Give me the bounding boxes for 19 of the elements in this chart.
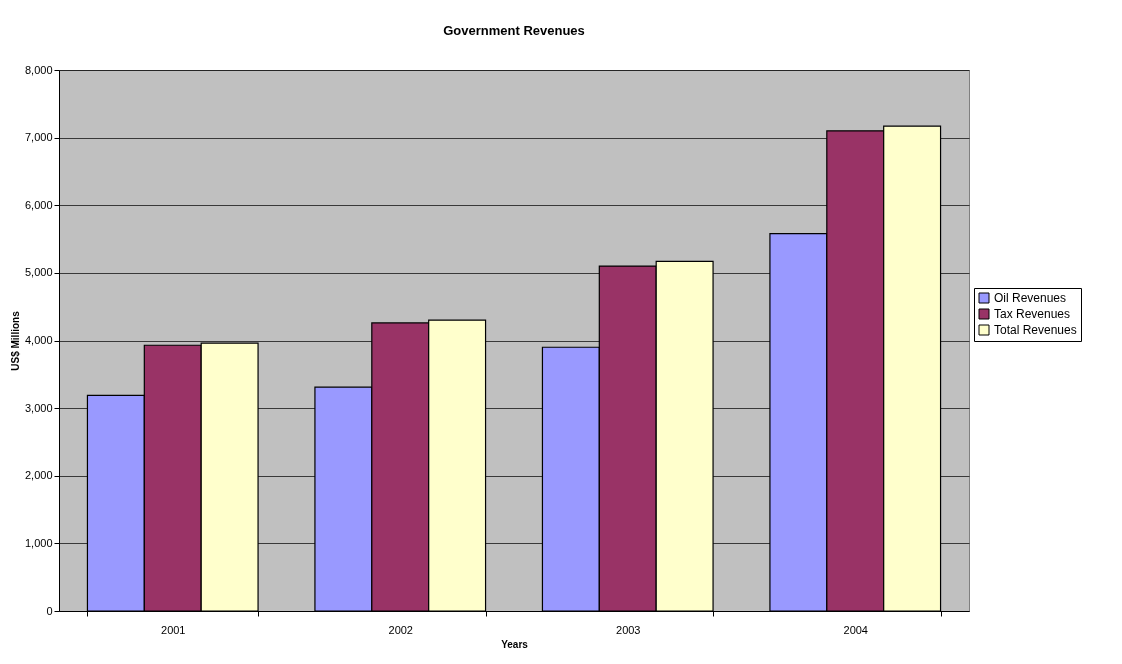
y-tick-label: 0: [46, 604, 53, 617]
y-tick-label: 7,000: [24, 131, 53, 144]
x-tick-label: 2002: [388, 623, 413, 636]
x-tick-label: 2001: [161, 623, 186, 636]
x-tick-label: 2003: [616, 623, 641, 636]
legend-label: Total Revenues: [994, 323, 1077, 337]
legend-label: Tax Revenues: [994, 307, 1071, 321]
x-tick-label: 2004: [843, 623, 868, 636]
y-tick-label: 1,000: [24, 536, 53, 549]
y-tick-label: 6,000: [24, 198, 53, 211]
y-tick-label: 8,000: [24, 63, 53, 76]
chart-title: Government Revenues: [443, 23, 585, 38]
y-tick-label: 4,000: [24, 334, 53, 346]
x-axis-title: Years: [501, 638, 529, 650]
legend-label: Oil Revenues: [994, 291, 1067, 305]
y-axis-title: US$ Millions: [9, 310, 21, 371]
y-tick-label: 2,000: [24, 469, 53, 482]
y-tick-label: 3,000: [24, 401, 53, 414]
y-tick-label: 5,000: [24, 266, 53, 279]
